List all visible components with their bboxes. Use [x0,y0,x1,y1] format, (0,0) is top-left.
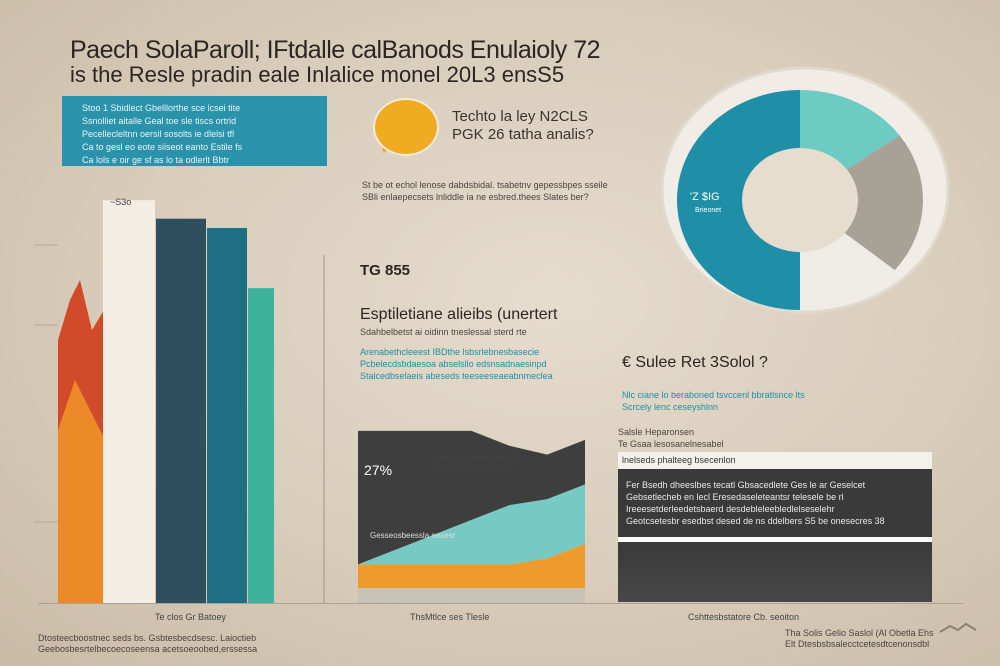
mid-note-line: SBli enlaepecsets lnliddle ia ne esbred.… [362,192,589,202]
bubble-text-line: PGK 26 tatha analis? [452,126,594,143]
donut-slice-gray [800,135,924,271]
tg-label: TG 855 [360,262,411,279]
area-chart: 27% Salesso Isesaesrbo dcs Ceoaoed sbsbo… [358,430,585,622]
area-annotation: 27% [364,462,392,478]
panel-line: Gebsetlecheb en lecl Eresedaseleteantsr … [626,492,844,502]
baseline-divider [38,603,963,604]
x-axis-label: Te clos Gr Batoey [155,612,227,622]
panel-divider [618,537,932,542]
bar-A [103,200,155,603]
panel-line: Geotcsetesbr esedbst desed de ns ddelber… [626,516,885,526]
source-title: € Sulee Ret 3Solol ? [622,354,768,371]
info-box-line: Ssnolliet aitalle Geal toe sle tiscs ort… [82,116,237,126]
info-box-line: Stoo 1 Sbidlect Gbelllorthe sce lcsei ti… [82,103,241,113]
source-notes: Salsle Heparonsen Te Gsaa lesosanelnesab… [618,426,724,450]
x-axis-label: ThsMtlce ses Tlesle [410,612,489,622]
area-label: Gesseosbeessla eesesr [370,531,456,540]
source-text-line: Nlc ciane lo beraboned tsvccenl bbratlsn… [622,390,805,400]
footer-right: Tha Solis Gelio Saslol (Al Obetla Ehs El… [785,628,934,650]
section-teal-line: Arenabethcleeest IBDthe lsbsrlebnesbasec… [360,347,540,357]
bar-C [207,227,247,603]
info-box-line: Pecellecleltnn oersil sosolts ie dlelsi … [82,129,235,139]
section-teal-line: Stalcedbselaeis abeseds teeseeseaeabnmec… [360,371,553,381]
bar-B [156,218,206,603]
donut-annotation: Brieonet [695,207,721,214]
bar-D [248,288,274,603]
page-title: Paech SolaParoll; IFtdalle calBanods Enu… [70,36,601,64]
donut-slice-teal [677,90,800,310]
text-panel: lnelseds phalteeg bsecenlon Fer Bsedh dh… [618,452,932,602]
section-teal-line: Pcbelecdsbdaesoa abselsllo edsnsadnaesin… [360,359,547,369]
section-teal-text: Arenabethcleeest IBDthe lsbsrlebnesbasec… [360,346,553,382]
area-label: Ceoaoed sbsboccele [435,463,510,472]
footer-left-line: Dtosteecboostnec seds bs. Gsbtesbecdsesc… [38,633,257,643]
panel-body: Fer Bsedh dheeslbes tecatl Gbsacedlete G… [618,469,932,537]
bar-chart: ~S3o Te clos Gr Batoey [34,197,325,622]
info-box-line: Ca lols e oir ge sf as lo ta odlerlt Bbt… [82,155,230,165]
info-box-line: Ca to gesl eo eote siiseot eanto Estile … [82,142,243,152]
bar-group [103,200,274,603]
donut-hole [742,148,858,252]
footer-left: Dtosteecboostnec seds bs. Gsbtesbecdsesc… [38,633,257,655]
bar-annotation: ~S3o [110,197,131,207]
donut-annotation: 'Z $IG [690,191,720,203]
area-label: Salesso Isesaesrbo dcs [435,453,520,462]
mid-note-line: St be ot echol lenose dabdsbidal. tsabet… [362,180,608,190]
panel-line: Ireeesetderleedetsbaerd desdebleleebledl… [626,504,835,514]
area-series-0 [358,430,585,565]
source-text: Nlc ciane lo beraboned tsvccenl bbratlsn… [622,389,805,413]
area-series-2 [358,543,585,589]
area-series-1 [358,484,585,565]
x-axis-label: Cshttesbstatore Cb. seoiton [688,612,799,622]
panel-footer-block [618,542,932,602]
area-series-group [358,430,585,603]
bubble-text: Techto la ley N2CLS PGK 26 tatha analis? [452,108,594,144]
mid-note: St be ot echol lenose dabdsbidal. tsabet… [362,179,608,203]
footer-right-line: Elt Dtesbsbsalecctcetesdtcenonsdbl [785,639,930,649]
source-note-line: Te Gsaa lesosanelnesabel [618,439,724,449]
logo-icon [940,622,976,633]
footer-right-line: Tha Solis Gelio Saslol (Al Obetla Ehs [785,628,934,638]
section-text: Sdahbelbetst ai oidinn tneslessal sterd … [360,327,527,337]
source-text-line: Scrcely lenc ceseyshlnn [622,402,719,412]
page-subtitle: is the Resle pradin eale Inlalice monel … [70,62,565,87]
source-note-line: Salsle Heparonsen [618,427,695,437]
info-box: Stoo 1 Sbidlect Gbelllorthe sce lcsei ti… [62,96,327,166]
donut-chart: 'Z $IG Brieonet [660,66,950,314]
footer-left-line: Geebosbesrtelbecoecoseensa acetsoeoobed,… [38,644,258,654]
panel-line: Fer Bsedh dheeslbes tecatl Gbsacedlete G… [626,480,866,490]
section-heading: Esptiletiane alieibs (unertert [360,306,558,323]
area-series-3 [358,588,585,603]
bubble-text-line: Techto la ley N2CLS [452,108,588,125]
speech-bubble-icon [373,98,439,156]
panel-header: lnelseds phalteeg bsecenlon [618,452,932,469]
